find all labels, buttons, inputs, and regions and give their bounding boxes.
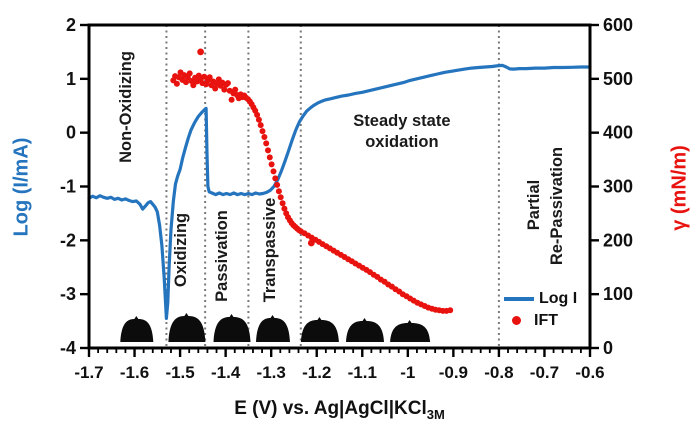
ift-point — [212, 85, 219, 92]
ift-point — [254, 111, 261, 118]
x-tick-label: -0.6 — [575, 363, 604, 382]
x-tick-label: -1.3 — [257, 363, 286, 382]
region-label: Steady state — [353, 112, 450, 130]
sessile-drop-icon — [256, 315, 291, 342]
ift-point — [261, 134, 268, 140]
left-y-tick-label: 0 — [66, 123, 76, 143]
region-label: oxidation — [365, 133, 438, 151]
right-y-tick-label: 400 — [603, 123, 633, 143]
x-tick-label: -1.6 — [120, 363, 149, 382]
x-axis-title: E (V) vs. Ag|AgCl|KCl3M — [89, 398, 590, 422]
left-y-tick-label: -2 — [60, 230, 76, 250]
ift-outlier-point — [307, 239, 315, 247]
right-y-tick-label: 0 — [603, 338, 613, 358]
right-y-tick-label: 600 — [603, 15, 633, 35]
ift-point — [263, 140, 270, 147]
ift-point — [183, 79, 189, 86]
region-label: Passivation — [213, 210, 231, 302]
legend: Log I IFT — [504, 290, 577, 334]
right-y-tick-label: 100 — [603, 284, 633, 304]
ift-point — [228, 96, 235, 103]
right-y-axis-ticks: 600 500 400 300 200 100 0 — [590, 15, 633, 358]
region-label: Partial — [525, 180, 543, 230]
legend-label-ift: IFT — [534, 311, 558, 329]
left-y-tick-label: -4 — [60, 338, 76, 358]
x-axis-ticks: -1.7 -1.6 -1.5 -1.4 -1.3 -1.2 -1.1 -1 -0.9 -0.8 -0… — [74, 348, 605, 382]
ift-point — [259, 128, 266, 135]
x-tick-label: -1.5 — [165, 363, 194, 382]
sessile-drop-icon — [346, 318, 385, 342]
legend-line-swatch — [504, 296, 534, 301]
ift-point — [224, 80, 231, 87]
x-tick-label: -0.9 — [439, 363, 468, 382]
ift-points — [170, 48, 454, 314]
x-tick-label: -1.7 — [74, 363, 103, 382]
ift-point — [275, 188, 282, 195]
ift-point — [281, 205, 288, 212]
x-axis-title-subscript: 3M — [426, 406, 445, 422]
legend-label-logi: Log I — [539, 289, 578, 307]
ift-point — [274, 181, 281, 188]
sessile-drop-icon — [213, 314, 251, 342]
region-label: Re-Passivation — [548, 147, 566, 265]
left-y-tick-label: 2 — [66, 15, 76, 35]
legend-dot-swatch — [512, 316, 521, 325]
ift-point — [268, 161, 275, 168]
left-y-axis-ticks: 2 1 0 -1 -2 -3 -4 — [60, 15, 89, 358]
region-label: Non-Oxidizing — [117, 51, 135, 163]
ift-point — [277, 194, 284, 201]
region-label: Oxidizing — [172, 213, 190, 287]
legend-item-ift: IFT — [504, 312, 577, 329]
ift-point — [206, 74, 213, 81]
ift-point — [232, 86, 239, 93]
sessile-drop-icon — [300, 317, 339, 342]
ift-point — [257, 122, 264, 129]
sessile-drop-icon — [168, 313, 206, 342]
x-tick-label: -0.8 — [484, 363, 513, 382]
x-tick-label: -1.1 — [348, 363, 377, 382]
x-tick-label: -0.7 — [530, 363, 559, 382]
sessile-drop-icon — [390, 320, 431, 342]
x-axis-title-main: E (V) vs. Ag|AgCl|KCl — [234, 398, 427, 419]
sessile-drop-icon — [120, 316, 154, 342]
left-y-axis-title: Log (I/mA) — [10, 137, 33, 237]
ift-point — [186, 70, 193, 77]
right-y-axis-title: γ (mN/m) — [668, 145, 691, 231]
ift-point — [279, 200, 286, 207]
ift-point — [255, 116, 262, 123]
x-tick-label: -1.4 — [211, 363, 241, 382]
ift-point — [447, 307, 454, 314]
right-y-tick-label: 300 — [603, 177, 633, 197]
log-i-curve — [87, 63, 592, 320]
ift-point — [173, 80, 180, 87]
x-tick-label: -1.2 — [302, 363, 331, 382]
region-label: Transpassive — [261, 198, 279, 303]
ift-outlier-point — [197, 48, 205, 56]
left-y-tick-label: -1 — [60, 177, 76, 197]
right-y-tick-label: 200 — [603, 230, 633, 250]
ift-point — [265, 147, 271, 154]
ift-point — [270, 168, 277, 175]
right-y-tick-label: 500 — [603, 69, 633, 89]
ift-point — [266, 154, 273, 161]
legend-item-logi: Log I — [504, 290, 577, 307]
x-tick-label: -1 — [400, 363, 415, 382]
left-y-tick-label: -3 — [60, 284, 76, 304]
ift-point — [201, 73, 208, 80]
ift-point — [190, 82, 197, 89]
ift-point — [272, 175, 279, 182]
left-y-tick-label: 1 — [66, 69, 76, 89]
ift-point — [221, 86, 228, 93]
